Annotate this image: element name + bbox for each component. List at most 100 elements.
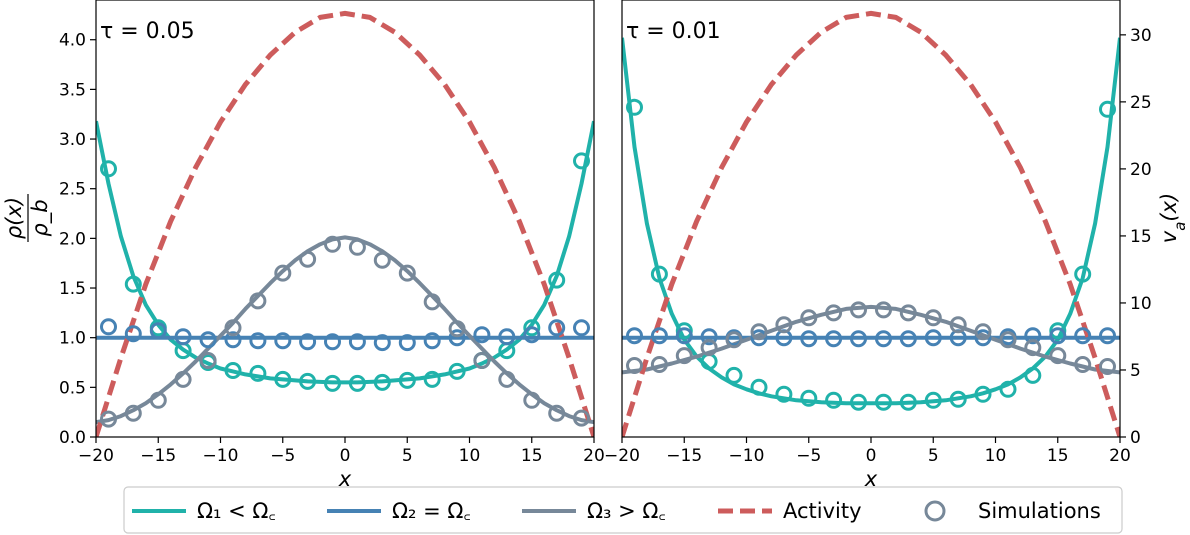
sim-marker-7-11 <box>348 238 366 256</box>
sim-marker-7-2 <box>124 404 142 422</box>
sim-marker-7-4 <box>174 370 192 388</box>
sim-marker-5-2 <box>124 275 142 293</box>
sim-marker-7-10 <box>850 301 867 319</box>
series-line-3 <box>96 235 594 425</box>
sim-marker-5-12 <box>373 373 391 391</box>
y2-axis-label-text: va(x) <box>1157 193 1189 243</box>
sim-marker-6-1 <box>626 327 643 345</box>
sim-marker-6-2 <box>650 327 668 345</box>
sim-marker-6-4 <box>700 328 718 346</box>
sim-marker-6-11 <box>875 330 892 348</box>
sim-marker-5-10 <box>324 374 341 392</box>
x-tick-label: 0 <box>866 446 877 466</box>
sim-marker-5-9 <box>825 391 843 409</box>
sim-marker-5-17 <box>1024 366 1042 384</box>
sim-marker-7-8 <box>274 264 292 282</box>
x-tick-label: −5 <box>270 446 295 466</box>
sim-marker-5-9 <box>299 372 317 390</box>
sim-marker-7-15 <box>448 320 466 338</box>
x-tick-label: 5 <box>928 446 939 466</box>
sim-marker-6-15 <box>974 329 992 347</box>
sim-marker-7-9 <box>299 250 317 268</box>
sim-marker-7-20 <box>1099 358 1116 375</box>
sim-marker-7-18 <box>523 391 541 409</box>
sim-marker-5-7 <box>775 385 793 403</box>
sim-marker-5-10 <box>850 393 867 411</box>
sim-marker-6-5 <box>199 331 217 349</box>
x-tick-label: 20 <box>1109 446 1131 466</box>
y-tick-label: 3.0 <box>59 130 86 150</box>
legend-label-3: Ω₃ > Ω꜀ <box>587 499 666 523</box>
sim-marker-6-13 <box>924 329 942 347</box>
y-tick-label: 3.5 <box>59 80 86 100</box>
x-tick-label: 10 <box>459 446 481 466</box>
x-tick-label: 20 <box>583 446 605 466</box>
sim-marker-5-8 <box>274 370 292 388</box>
x-axis-label: x <box>338 467 352 491</box>
x-tick-label: −5 <box>796 446 821 466</box>
sim-marker-7-19 <box>1074 356 1092 373</box>
sim-marker-5-19 <box>548 271 566 289</box>
sim-marker-7-3 <box>149 391 167 409</box>
sim-marker-7-17 <box>498 370 516 388</box>
sim-marker-5-6 <box>224 362 242 379</box>
y2-tick-label: 30 <box>1130 26 1152 46</box>
sim-marker-6-8 <box>800 330 818 348</box>
x-tick-label: −10 <box>729 446 765 466</box>
sim-marker-5-3 <box>675 322 693 340</box>
y2-tick-label: 0 <box>1130 428 1141 448</box>
plot-area <box>622 10 1120 437</box>
sim-marker-5-20 <box>1099 100 1116 118</box>
sim-marker-7-13 <box>398 264 416 282</box>
sim-marker-5-6 <box>750 378 768 396</box>
sim-marker-6-13 <box>398 334 416 352</box>
sim-marker-7-4 <box>700 339 718 357</box>
sim-marker-5-15 <box>974 385 992 403</box>
sim-marker-6-16 <box>473 326 491 344</box>
legend-label-2: Ω₂ = Ω꜀ <box>392 499 471 523</box>
sim-marker-7-9 <box>825 304 843 322</box>
sim-marker-6-4 <box>174 328 192 346</box>
y-axis-label: ρ(x) ρ_b <box>2 194 53 242</box>
legend: Ω₁ < Ω꜀ Ω₂ = Ω꜀ Ω₃ > Ω꜀ Activity Simulations <box>123 486 1123 534</box>
sim-marker-7-15 <box>974 323 992 341</box>
x-tick-label: −20 <box>604 446 640 466</box>
sim-marker-7-20 <box>573 409 590 427</box>
x-tick-label: −10 <box>203 446 239 466</box>
sim-marker-7-18 <box>1049 347 1067 365</box>
x-tick-label: −15 <box>140 446 176 466</box>
sim-marker-6-10 <box>324 333 341 351</box>
series-line-4 <box>96 10 594 437</box>
x-tick-label: 5 <box>402 446 413 466</box>
series-line-1 <box>96 120 594 385</box>
x-tick-label: 15 <box>1047 446 1069 466</box>
sim-marker-7-1 <box>626 357 643 374</box>
sim-marker-7-17 <box>1024 339 1042 357</box>
sim-marker-7-2 <box>650 356 668 373</box>
y-tick-label: 2.5 <box>59 180 86 200</box>
sim-marker-6-9 <box>299 333 317 351</box>
y2-axis-label: va(x) <box>1157 193 1189 243</box>
sim-marker-7-13 <box>924 309 942 327</box>
legend-label-4: Activity <box>783 499 862 523</box>
x-axis-label: x <box>864 467 878 491</box>
y2-tick-label: 20 <box>1130 160 1152 180</box>
y-tick-label: 1.0 <box>59 329 86 349</box>
sim-marker-7-7 <box>775 316 793 334</box>
y2-label-sub: a <box>1171 222 1189 231</box>
sim-marker-7-16 <box>999 331 1017 349</box>
y2-tick-label: 15 <box>1130 227 1152 247</box>
sim-marker-5-18 <box>523 319 541 337</box>
sim-marker-7-16 <box>473 352 491 369</box>
sim-marker-6-7 <box>249 332 267 350</box>
sim-marker-7-11 <box>875 301 892 319</box>
y2-tick-label: 10 <box>1130 294 1152 314</box>
sim-marker-7-10 <box>324 235 341 253</box>
sim-marker-6-11 <box>348 333 366 351</box>
x-tick-label: −15 <box>666 446 702 466</box>
y2-label-main: v <box>1157 230 1181 243</box>
sim-marker-6-18 <box>523 326 541 344</box>
sim-marker-6-19 <box>548 319 566 337</box>
